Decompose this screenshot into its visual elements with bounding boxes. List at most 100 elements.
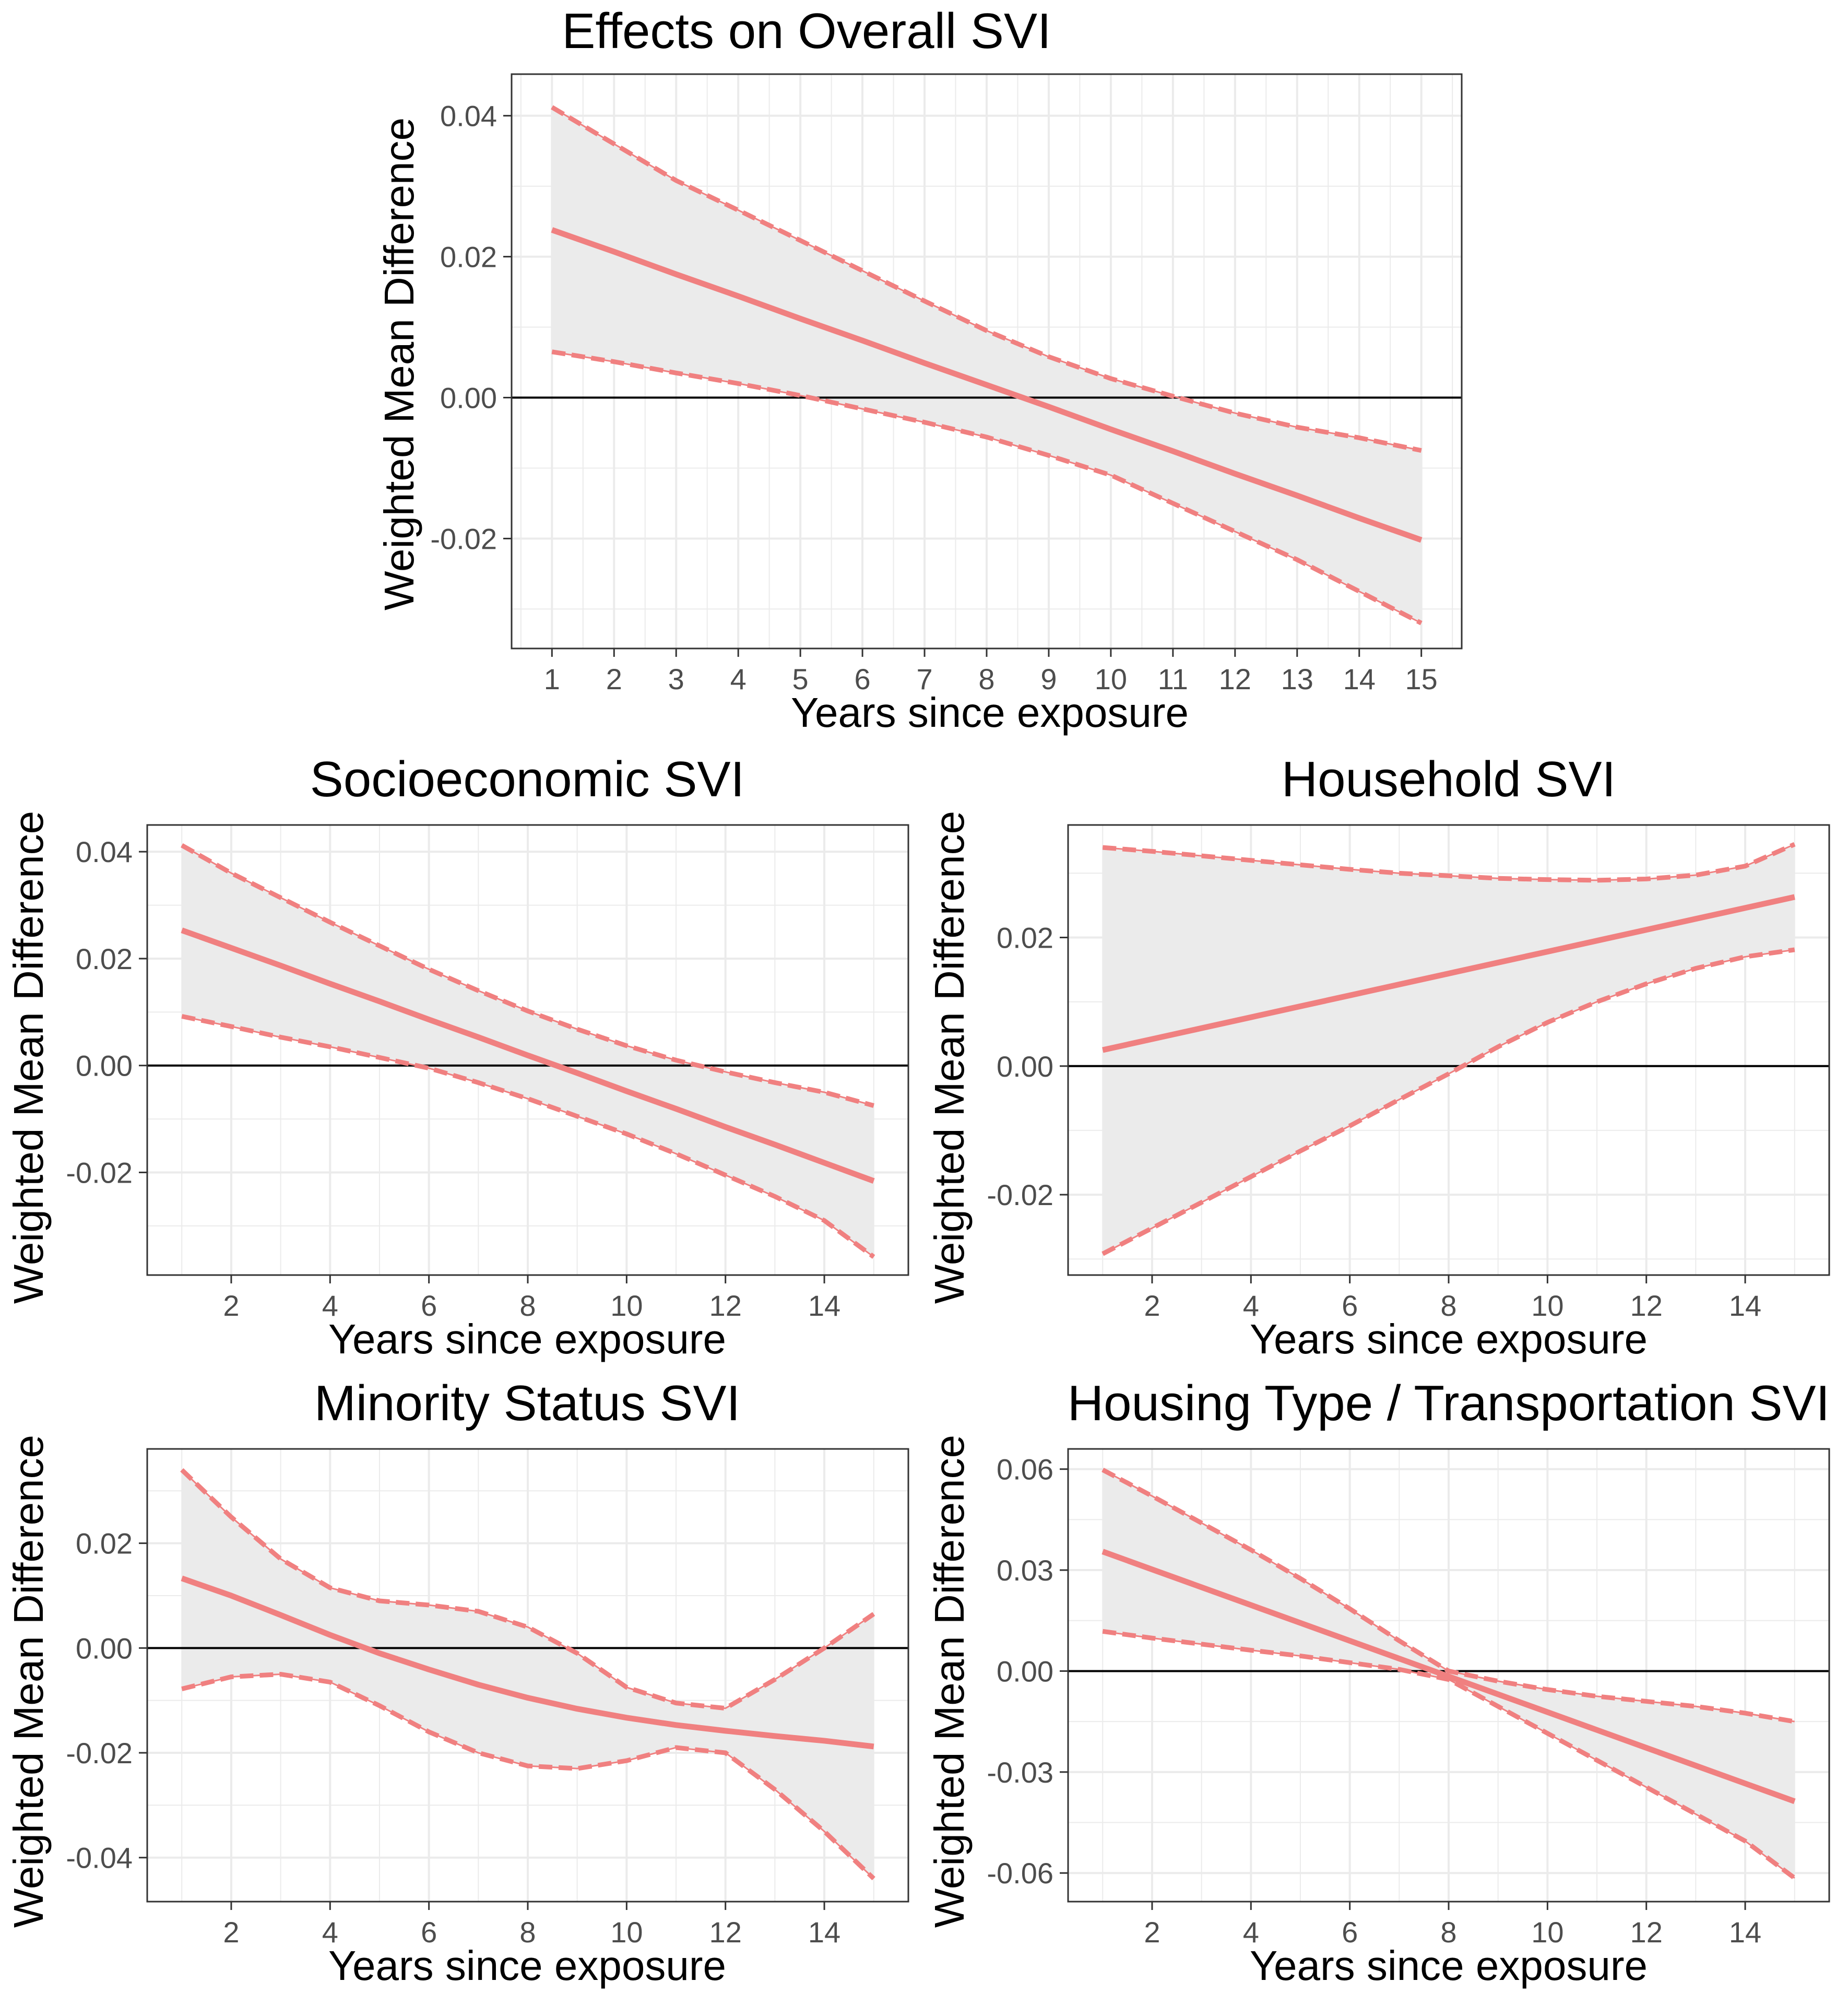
- x-tick-label: 14: [1729, 1289, 1761, 1322]
- y-tick-label: 0.00: [440, 382, 497, 415]
- x-tick-label: 5: [792, 663, 809, 695]
- x-tick-label: 8: [978, 663, 994, 695]
- y-tick-label: 0.00: [76, 1049, 133, 1082]
- x-tick-label: 12: [1630, 1289, 1663, 1322]
- estimate-line: [551, 227, 1423, 543]
- y-tick-label: 0.04: [76, 835, 133, 868]
- x-tick-label: 4: [1243, 1916, 1259, 1949]
- x-tick-label: 4: [730, 663, 747, 695]
- x-axis-label: Years since exposure: [1250, 1316, 1648, 1362]
- x-tick-label: 10: [1531, 1916, 1563, 1949]
- upper-bound-dashed-line: [1102, 842, 1796, 883]
- estimate-line: [1102, 894, 1795, 1053]
- y-tick-label: -0.02: [987, 1178, 1053, 1211]
- y-tick-label: 0.02: [76, 1527, 133, 1560]
- plot-area: 1 2 3 4 5 6 7 8 9 10 11 12 13 14 15-0.020.000.020.04: [430, 73, 1463, 695]
- x-tick-label: 12: [709, 1289, 742, 1322]
- x-axis-label: Years since exposure: [328, 1316, 726, 1362]
- y-axis-label: Weighted Mean Difference: [926, 811, 973, 1304]
- x-tick-label: 12: [1630, 1916, 1663, 1949]
- estimate-line: [181, 1575, 874, 1750]
- y-tick-label: 0.04: [440, 100, 497, 133]
- chart-title: Socioeconomic SVI: [310, 751, 744, 807]
- x-tick-label: 2: [223, 1916, 239, 1949]
- x-tick-label: 8: [1440, 1916, 1456, 1949]
- confidence-band: [1103, 844, 1795, 1254]
- chart-title: Minority Status SVI: [314, 1375, 740, 1431]
- y-tick-label: 0.02: [76, 942, 133, 975]
- lower-bound-dashed-line: [181, 1014, 875, 1259]
- panel-overall-svi: Effects on Overall SVI 1 2 3 4 5 6 7 8 9 10 11 12 13…: [376, 3, 1463, 736]
- confidence-band: [182, 845, 874, 1257]
- estimate-line: [1101, 1549, 1796, 1804]
- x-tick-label: 6: [1342, 1916, 1358, 1949]
- confidence-band: [552, 107, 1421, 623]
- x-tick-label: 14: [1343, 663, 1376, 695]
- y-tick-label: 0.06: [997, 1453, 1053, 1486]
- x-tick-label: 4: [322, 1916, 338, 1949]
- x-tick-label: 6: [421, 1916, 437, 1949]
- y-tick-label: 0.02: [440, 241, 497, 274]
- plot-area: 2 4 6 8 10 12 14 -0.02 0.00 0.02 0.04: [66, 824, 909, 1322]
- x-tick-label: 2: [1144, 1289, 1160, 1322]
- panel-housing-transportation-svi: Housing Type / Transportation SVI 2 4 6 8 10…: [926, 1375, 1830, 1989]
- estimate-line: [181, 927, 875, 1184]
- y-axis-label: Weighted Mean Difference: [5, 1435, 52, 1928]
- lower-bound-dashed-line: [181, 1671, 875, 1881]
- x-tick-label: 9: [1040, 663, 1057, 695]
- y-tick-label: -0.02: [66, 1737, 133, 1770]
- y-tick-label: -0.04: [66, 1842, 133, 1874]
- x-tick-label: 4: [322, 1289, 338, 1322]
- y-tick-label: 0.00: [997, 1050, 1053, 1083]
- x-tick-label: 6: [855, 663, 871, 695]
- x-tick-label: 7: [916, 663, 932, 695]
- x-tick-label: 3: [668, 663, 684, 695]
- x-tick-label: 10: [610, 1916, 643, 1949]
- x-tick-label: 12: [1219, 663, 1251, 695]
- y-tick-label: 0.03: [997, 1554, 1053, 1587]
- lower-bound-dashed-line: [551, 349, 1423, 626]
- chart-title: Household SVI: [1282, 751, 1616, 807]
- y-tick-label: -0.03: [987, 1756, 1053, 1789]
- y-tick-label: 0.02: [997, 922, 1053, 954]
- x-axis-label: Years since exposure: [1250, 1942, 1648, 1989]
- x-tick-label: 8: [519, 1289, 536, 1322]
- x-axis-label: Years since exposure: [328, 1942, 726, 1989]
- x-axis-label: Years since exposure: [791, 689, 1189, 736]
- x-tick-label: 10: [1531, 1289, 1563, 1322]
- x-tick-label: 6: [421, 1289, 437, 1322]
- x-tick-label: 10: [1095, 663, 1127, 695]
- y-tick-label: -0.06: [987, 1857, 1053, 1890]
- x-tick-label: 14: [1729, 1916, 1761, 1949]
- chart-title: Housing Type / Transportation SVI: [1068, 1375, 1830, 1431]
- x-tick-label: 6: [1342, 1289, 1358, 1322]
- panel-socioeconomic-svi: Socioeconomic SVI 2 4 6 8 10 12 14 -0.02 0.00 0.0…: [5, 751, 909, 1362]
- upper-bound-dashed-line: [181, 843, 874, 1108]
- x-tick-label: 2: [606, 663, 622, 695]
- plot-area: 2 4 6 8 10 12 14 -0.06 -0.03 0.00 0.03 0.06: [987, 1448, 1830, 1949]
- x-tick-label: 1: [544, 663, 560, 695]
- upper-bound-dashed-line: [1101, 1467, 1795, 1724]
- x-tick-label: 2: [1144, 1916, 1160, 1949]
- x-tick-label: 14: [808, 1289, 840, 1322]
- panel-minority-status-svi: Minority Status SVI 2 4 6 8 10 12 14 -0.04 -0.02…: [5, 1375, 909, 1989]
- chart-title: Effects on Overall SVI: [562, 3, 1051, 59]
- x-tick-label: 8: [519, 1916, 536, 1949]
- x-tick-label: 2: [223, 1289, 239, 1322]
- y-axis-label: Weighted Mean Difference: [376, 117, 422, 610]
- y-axis-label: Weighted Mean Difference: [5, 811, 52, 1304]
- lower-bound-dashed-line: [1101, 947, 1795, 1256]
- upper-bound-dashed-line: [551, 105, 1422, 453]
- x-tick-label: 15: [1405, 663, 1438, 695]
- panel-household-svi: Household SVI 2 4 6 8 10 12 14 -0.02 0.00 0.02 Ye…: [926, 751, 1830, 1362]
- plot-area: 2 4 6 8 10 12 14 -0.02 0.00 0.02: [987, 824, 1830, 1322]
- x-tick-label: 10: [610, 1289, 643, 1322]
- y-tick-label: -0.02: [430, 522, 497, 555]
- x-tick-label: 4: [1243, 1289, 1259, 1322]
- y-tick-label: 0.00: [997, 1655, 1053, 1688]
- plot-area: 2 4 6 8 10 12 14 -0.04 -0.02 0.00 0.02: [66, 1448, 909, 1949]
- y-tick-label: -0.02: [66, 1156, 133, 1189]
- upper-bound-dashed-line: [180, 1468, 875, 1711]
- x-tick-label: 13: [1281, 663, 1313, 695]
